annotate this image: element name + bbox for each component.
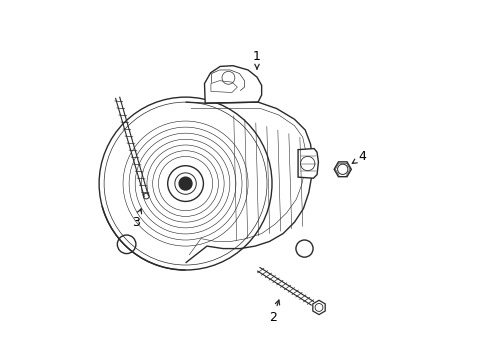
Circle shape [167, 166, 203, 202]
Text: 1: 1 [253, 50, 261, 69]
Polygon shape [312, 300, 325, 315]
Text: 2: 2 [268, 300, 279, 324]
Text: 3: 3 [131, 209, 141, 229]
Polygon shape [204, 66, 261, 103]
Polygon shape [298, 149, 318, 178]
Text: 4: 4 [351, 150, 366, 163]
Circle shape [179, 177, 192, 190]
Polygon shape [333, 162, 350, 177]
